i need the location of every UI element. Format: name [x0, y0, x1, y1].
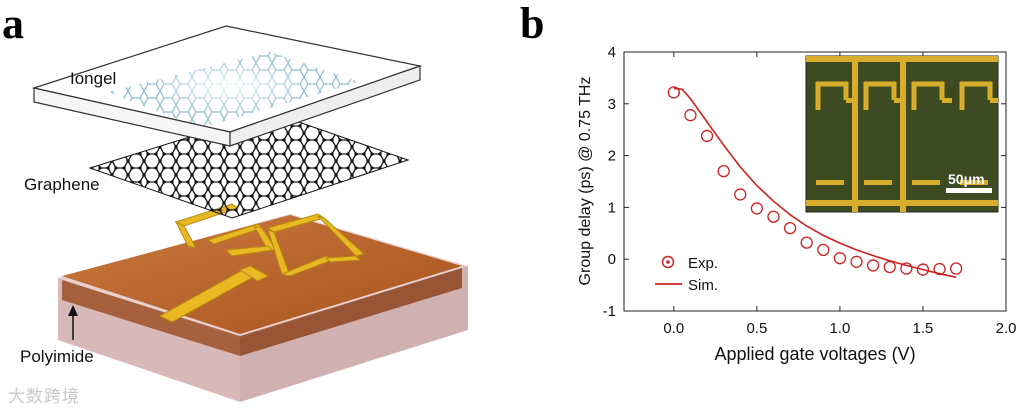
legend-exp-marker [661, 255, 675, 269]
metal-resonator [158, 203, 366, 323]
exp-data-point [734, 188, 747, 201]
sim-curve [673, 87, 957, 279]
exp-data-point [883, 260, 896, 274]
graphene-label: Graphene [24, 175, 100, 194]
exp-data-point [684, 109, 697, 122]
legend: Exp. Sim. [655, 255, 718, 294]
iongel-layer [31, 25, 423, 147]
device-schematic: Iongel Graphene Polyimide [20, 25, 468, 402]
legend-exp-label: Exp. [688, 255, 718, 272]
sim-series [673, 87, 957, 279]
exp-data-point [916, 263, 930, 276]
scale-bar-label: 50μm [948, 171, 985, 187]
legend-sim-label: Sim. [688, 277, 718, 294]
y-tick-label: 2 [608, 148, 616, 165]
panel-letter-a: a [2, 0, 24, 48]
plot-frame [623, 51, 1007, 312]
panel-letter-b: b [520, 0, 545, 48]
x-tick-label: 0.0 [663, 320, 684, 337]
x-tick-label: 1.5 [913, 320, 934, 337]
y-tick-label: 3 [608, 96, 616, 113]
exp-data-point [800, 236, 813, 249]
y-axis: -1 0 1 2 3 4 [603, 44, 1006, 320]
exp-data-point [900, 262, 913, 275]
exp-series [667, 86, 963, 276]
exp-data-point [950, 262, 963, 275]
y-tick-label: 4 [608, 44, 616, 61]
y-tick-label: -1 [603, 303, 616, 320]
exp-data-point [667, 86, 680, 99]
exp-data-point [866, 259, 880, 272]
exp-data-point [817, 243, 830, 257]
exp-data-point [933, 262, 946, 276]
exp-data-point [767, 210, 780, 223]
group-delay-chart: -1 0 1 2 3 4 0.0 0.5 1.0 1.5 2.0 [577, 44, 1016, 364]
exp-data-point [850, 255, 863, 268]
y-tick-label: 1 [608, 199, 616, 216]
x-tick-label: 0.5 [746, 320, 767, 337]
exp-data-point [717, 164, 730, 178]
x-axis-label: Applied gate voltages (V) [714, 344, 915, 364]
micrograph-inset: 50μm [805, 55, 999, 213]
exp-data-point [700, 129, 714, 143]
y-axis-label: Group delay (ps) @ 0.75 THz [577, 77, 594, 286]
x-tick-label: 2.0 [996, 320, 1017, 337]
exp-data-point [833, 252, 847, 265]
x-tick-label: 1.0 [829, 320, 850, 337]
iongel-label: Iongel [70, 69, 116, 88]
polyimide-arrow [68, 305, 78, 340]
polyimide-label: Polyimide [20, 347, 94, 366]
exp-data-point [750, 202, 764, 215]
y-tick-label: 0 [608, 251, 616, 268]
watermark: 大数跨境 [8, 387, 80, 407]
x-axis: 0.0 0.5 1.0 1.5 2.0 [663, 52, 1016, 337]
exp-data-point [783, 221, 797, 235]
